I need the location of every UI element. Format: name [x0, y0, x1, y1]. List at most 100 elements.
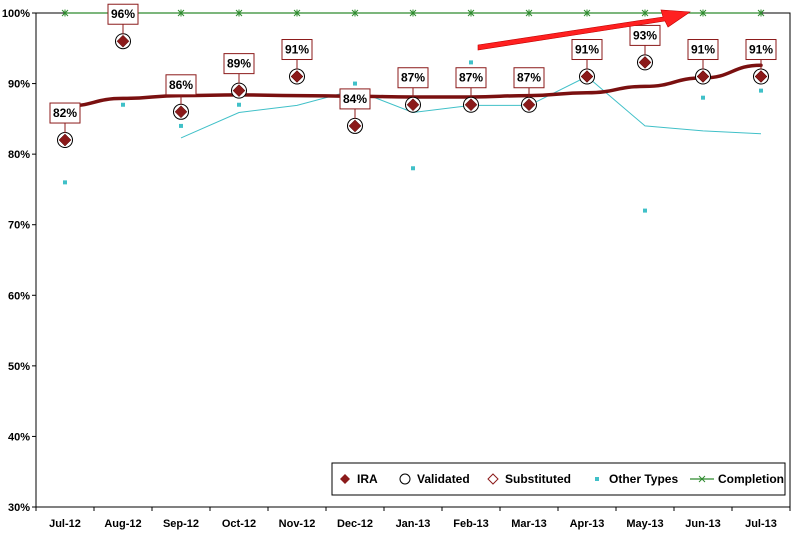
- ira-data-label: 82%: [49, 102, 81, 134]
- ira-data-label: 91%: [687, 39, 719, 70]
- completion-point: [757, 9, 765, 17]
- completion-point: [409, 9, 417, 17]
- legend-label: IRA: [357, 472, 378, 486]
- ira-point: [406, 98, 420, 112]
- data-label-text: 86%: [169, 78, 193, 92]
- ira-data-label: 87%: [455, 67, 487, 98]
- data-label-text: 91%: [749, 43, 773, 57]
- x-tick-label: Oct-12: [222, 518, 256, 530]
- data-label-text: 91%: [285, 43, 309, 57]
- legend-item: Substituted: [487, 472, 571, 486]
- ira-data-label: 84%: [339, 88, 371, 119]
- y-tick-label: 90%: [8, 79, 30, 91]
- ira-data-label: 96%: [107, 3, 139, 35]
- x-tick-label: Dec-12: [337, 518, 373, 530]
- other-types-point: [701, 95, 705, 100]
- ira-data-label: 87%: [397, 67, 429, 98]
- y-tick-label: 30%: [8, 502, 30, 514]
- ira-data-label: 87%: [513, 67, 545, 98]
- ira-data-label: 89%: [223, 53, 255, 84]
- ira-point: [580, 70, 594, 83]
- completion-point: [293, 9, 301, 17]
- legend-marker: [487, 473, 499, 485]
- completion-point: [351, 9, 359, 17]
- legend-item: Other Types: [595, 472, 678, 486]
- x-tick-label: Jan-13: [396, 518, 431, 530]
- ira-point: [348, 119, 362, 133]
- data-label-text: 91%: [575, 43, 599, 57]
- y-axis: 30% 40% 50% 60% 70% 80% 90% 100%: [2, 8, 36, 514]
- ira-point: [522, 98, 536, 112]
- x-tick-label: Mar-13: [511, 518, 546, 530]
- ira-point: [638, 56, 652, 69]
- ira-data-label: 93%: [629, 24, 661, 56]
- data-label-text: 82%: [53, 106, 77, 120]
- other-types-point: [121, 102, 125, 107]
- x-tick-label: Jul-13: [745, 518, 777, 530]
- other-types-point: [63, 180, 67, 185]
- completion-point: [61, 9, 69, 17]
- red-arrow: [477, 9, 691, 51]
- x-tick-label: Jun-13: [685, 518, 720, 530]
- x-tick-label: Feb-13: [453, 518, 488, 530]
- data-label-text: 89%: [227, 57, 251, 71]
- completion-point: [583, 9, 591, 17]
- data-label-text: 91%: [691, 43, 715, 57]
- x-tick-label: Jul-12: [49, 518, 81, 530]
- data-label-text: 87%: [517, 71, 541, 85]
- ira-point: [174, 105, 188, 119]
- ira-point: [290, 70, 304, 83]
- other-types-point: [237, 102, 241, 107]
- legend-label: Completion: [718, 472, 784, 486]
- legend-label: Validated: [417, 472, 470, 486]
- ira-data-label: 91%: [571, 39, 603, 70]
- ira-point: [754, 70, 768, 83]
- ira-point: [696, 70, 710, 83]
- y-tick-label: 100%: [2, 8, 30, 20]
- other-types-point: [179, 123, 183, 128]
- x-tick-label: Aug-12: [104, 518, 141, 530]
- y-tick-label: 80%: [8, 149, 30, 161]
- legend-item: Completion: [690, 472, 784, 486]
- y-tick-label: 40%: [8, 431, 30, 443]
- legend-marker: [340, 474, 350, 484]
- ira-point: [464, 98, 478, 112]
- x-tick-label: Apr-13: [570, 518, 605, 530]
- legend-marker: [399, 473, 411, 485]
- x-tick-label: Sep-12: [163, 518, 199, 530]
- other-types-point: [759, 88, 763, 93]
- series-points: [57, 9, 769, 213]
- completion-point: [235, 9, 243, 17]
- other-types-point: [411, 166, 415, 171]
- other-types-point: [353, 81, 357, 86]
- ira-data-label: 91%: [281, 39, 313, 70]
- x-tick-label: May-13: [626, 518, 663, 530]
- ira-point: [232, 84, 246, 97]
- trend-arrow-annotation: [477, 9, 691, 51]
- completion-point: [525, 9, 533, 17]
- data-label-text: 84%: [343, 92, 367, 106]
- completion-point: [177, 9, 185, 17]
- data-label-text: 87%: [401, 71, 425, 85]
- legend-label: Substituted: [505, 472, 571, 486]
- x-axis: Jul-12 Aug-12 Sep-12 Oct-12 Nov-12 Dec-12 Jan-…: [35, 507, 791, 530]
- data-label-text: 87%: [459, 71, 483, 85]
- other-types-point: [469, 60, 473, 65]
- other-types-point: [643, 208, 647, 213]
- ira-data-label: 91%: [745, 39, 777, 70]
- completion-point: [467, 9, 475, 17]
- y-tick-label: 50%: [8, 361, 30, 373]
- legend-label: Other Types: [609, 472, 678, 486]
- completion-point: [699, 9, 707, 17]
- legend-marker: [698, 475, 706, 483]
- ira-data-label: 86%: [165, 74, 197, 105]
- legend-item: Validated: [399, 472, 470, 486]
- data-label-text: 93%: [633, 28, 657, 42]
- y-tick-label: 60%: [8, 290, 30, 302]
- completion-point: [641, 9, 649, 17]
- ira-point: [116, 34, 130, 48]
- y-tick-label: 70%: [8, 220, 30, 232]
- legend: IRA Validated Substituted Other Types Comple…: [331, 462, 786, 496]
- x-tick-label: Nov-12: [279, 518, 316, 530]
